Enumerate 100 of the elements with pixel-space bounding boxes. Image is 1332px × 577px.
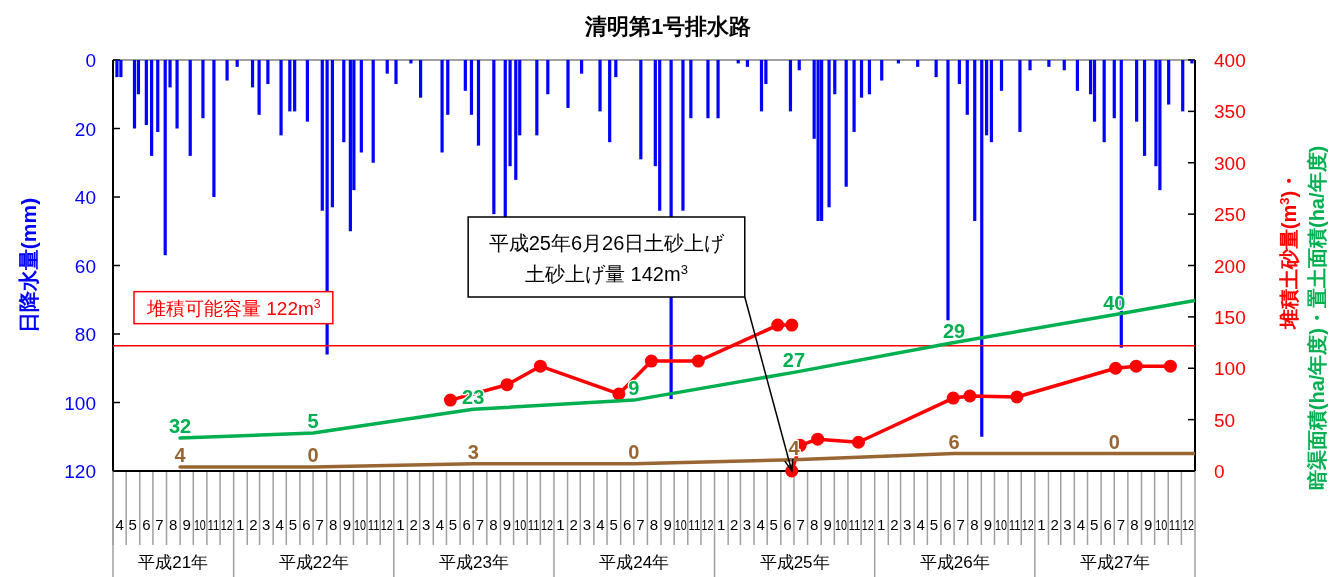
annotation: 0 [628, 440, 640, 463]
bar [1112, 60, 1116, 119]
x-tick-label: 5 [929, 516, 939, 533]
y2-tick-label: 50 [1214, 409, 1236, 431]
y-tick-label: 80 [74, 324, 96, 345]
bar [279, 60, 283, 136]
bar [989, 60, 994, 143]
bar [144, 60, 148, 126]
bar [175, 60, 179, 129]
bar [385, 60, 389, 74]
x-tick-label: 7 [956, 516, 965, 533]
bar [330, 60, 334, 208]
bar [934, 60, 938, 78]
x-tick-label: 2 [569, 516, 578, 533]
x-tick-label: 3 [422, 516, 431, 533]
bar [852, 60, 856, 132]
x-tick-label: 7 [1116, 516, 1126, 533]
x-tick-label: 3 [582, 516, 592, 533]
bar [999, 60, 1004, 91]
x-tick-label: 5 [609, 516, 618, 533]
x-tick-label: 4 [115, 516, 124, 533]
chart-title: 清明第1号排水路 [583, 14, 752, 39]
bar [409, 60, 413, 64]
x-tick-label: 6 [142, 516, 151, 533]
bar [1142, 60, 1147, 156]
y2-tick-label: 150 [1214, 306, 1246, 328]
bar [608, 60, 612, 143]
bar [658, 60, 662, 211]
bar [212, 60, 216, 197]
bar [1028, 60, 1032, 71]
bar [973, 60, 977, 221]
bar [1075, 60, 1080, 91]
bar [984, 60, 989, 136]
bar [469, 60, 474, 115]
y2-tick-label: 250 [1214, 204, 1246, 226]
bar [844, 60, 848, 187]
x-tick-label: 3 [903, 516, 912, 533]
y-tick-label: 120 [64, 461, 96, 482]
x-tick-label: 2 [409, 516, 418, 533]
x-tick-label: 5 [448, 516, 458, 533]
text: 平成26年 [919, 553, 990, 572]
bar [797, 60, 801, 71]
bar [188, 60, 192, 156]
y2-tick-label: 350 [1214, 101, 1246, 123]
bar [833, 60, 837, 95]
x-tick-label: 3 [261, 516, 271, 533]
y-tick-label: 100 [64, 392, 96, 414]
bar [759, 60, 764, 112]
text: 平成23年 [438, 553, 509, 572]
bar [598, 60, 602, 112]
annotation: 0 [307, 443, 319, 466]
annotation: 6 [948, 430, 960, 453]
bar [440, 60, 444, 153]
annotation: 0 [1108, 430, 1120, 453]
text: 平成25年 [759, 553, 830, 572]
bar [394, 60, 398, 84]
bar [859, 60, 864, 98]
bar [1135, 60, 1139, 122]
x-tick-label: 6 [302, 516, 311, 533]
point [533, 359, 547, 373]
x-tick-label: 3 [742, 516, 752, 533]
x-tick-label: 1 [396, 516, 405, 533]
x-tick-label: 5 [1089, 516, 1099, 533]
x-tick-label: 8 [970, 516, 979, 533]
bar [266, 60, 270, 84]
x-tick-label: 6 [623, 516, 632, 533]
point [644, 354, 658, 368]
bar [820, 60, 824, 221]
x-tick-label: 8 [168, 516, 178, 533]
x-tick-label: 8 [649, 516, 659, 533]
y-tick-label: 60 [74, 255, 96, 277]
x-tick-label: 7 [636, 516, 645, 533]
bar [359, 60, 363, 153]
bar [916, 60, 920, 67]
x-tick-label: 12 [540, 516, 558, 533]
annotation: 5 [307, 409, 319, 432]
bar [305, 60, 309, 122]
x-tick-label: 7 [796, 516, 805, 533]
x-tick-label: 2 [890, 516, 899, 533]
y-tick-label: 20 [74, 118, 96, 140]
y-axis-title: 日降水量(mm) [17, 197, 40, 334]
annotation: 平成25年6月26日土砂上げ土砂上げ量 142m$^{3}$ [488, 232, 726, 285]
x-tick-label: 6 [462, 516, 471, 533]
annotation: 9 [628, 377, 640, 400]
point [1129, 359, 1143, 373]
bar [880, 60, 884, 81]
x-tick-label: 5 [769, 516, 778, 533]
x-tick-label: 6 [783, 516, 792, 533]
x-tick-label: 7 [315, 516, 324, 533]
point [785, 318, 799, 332]
annotation: 3 [467, 440, 479, 463]
bar [446, 60, 450, 115]
bar [132, 60, 137, 129]
x-tick-label: 8 [329, 516, 338, 533]
x-tick-label: 5 [288, 516, 298, 533]
text: 平成22年 [278, 553, 349, 572]
bar [492, 60, 496, 215]
point [1109, 361, 1123, 375]
bar [546, 60, 550, 95]
point [691, 354, 705, 368]
